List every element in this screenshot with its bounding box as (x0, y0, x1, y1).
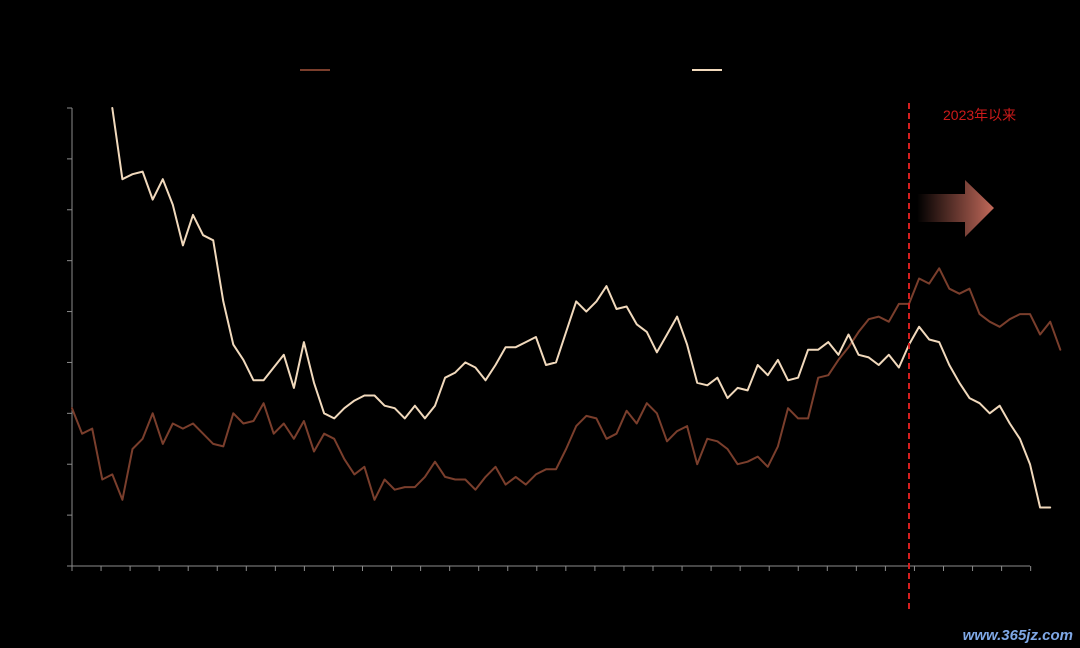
series-layer (71, 107, 1062, 509)
axes (67, 107, 1032, 571)
series-line-0 (71, 267, 1062, 501)
since-2023-annotation: 2023年以来 (943, 107, 1016, 123)
trend-arrow-icon (917, 180, 994, 237)
series-line-1 (111, 107, 1052, 509)
watermark: www.365jz.com (963, 627, 1073, 644)
